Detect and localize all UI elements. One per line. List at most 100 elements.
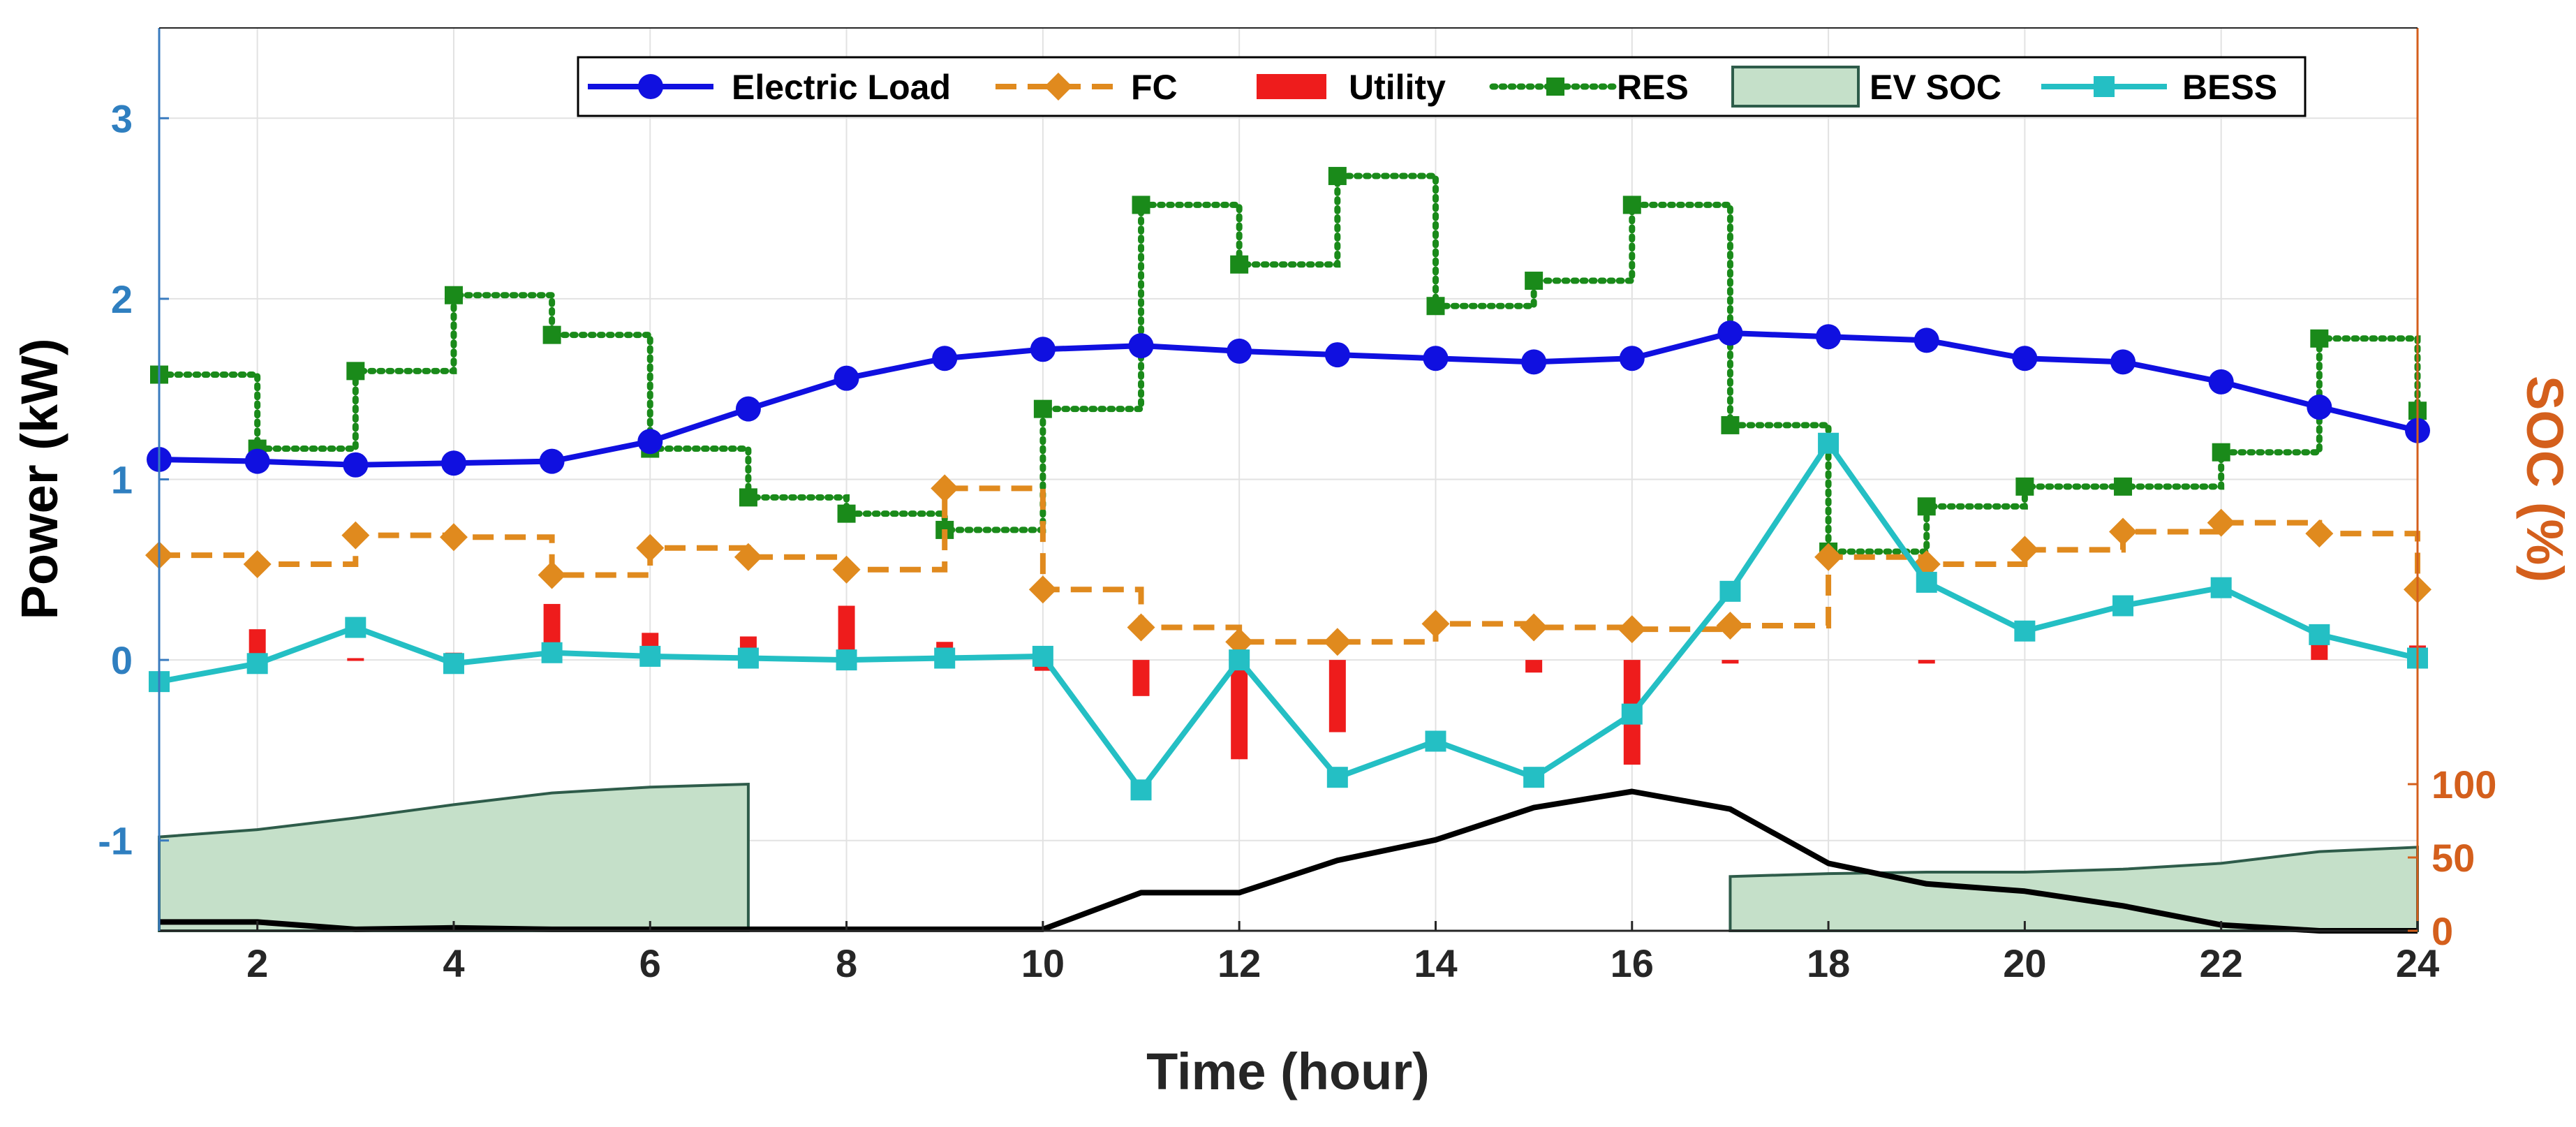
legend-bess-marker bbox=[2094, 76, 2115, 97]
x-tick-label: 20 bbox=[2003, 941, 2046, 985]
x-tick-label: 2 bbox=[246, 941, 268, 985]
bess-marker bbox=[1130, 779, 1152, 801]
fc-marker bbox=[636, 533, 665, 562]
electric-load-marker bbox=[1227, 338, 1252, 364]
bess-marker bbox=[1818, 432, 1840, 454]
soc-axis-label: SOC (%) bbox=[2516, 376, 2574, 582]
bess-marker bbox=[1032, 645, 1053, 667]
fc-marker bbox=[1716, 611, 1745, 640]
bess-marker bbox=[639, 645, 661, 667]
x-tick-label: 22 bbox=[2200, 941, 2243, 985]
fc-marker bbox=[931, 474, 959, 503]
legend-res-marker bbox=[1546, 78, 1564, 96]
bess-marker bbox=[737, 647, 759, 669]
y-axis-label: Power (kW) bbox=[10, 339, 68, 620]
res-marker bbox=[1721, 415, 1740, 434]
legend-electric-load-label: Electric Load bbox=[732, 68, 951, 107]
electric-load-marker bbox=[244, 448, 270, 474]
res-marker bbox=[444, 286, 463, 304]
ev-soc-area-layer bbox=[158, 782, 2419, 932]
legend-fc-label: FC bbox=[1131, 68, 1178, 107]
res-marker bbox=[542, 325, 561, 344]
electric-load-marker bbox=[637, 429, 663, 455]
electric-load-marker bbox=[2208, 369, 2234, 395]
res-marker bbox=[2212, 443, 2230, 462]
res-marker bbox=[1525, 272, 1544, 290]
electric-load-marker bbox=[1914, 327, 1939, 353]
ev-soc-area bbox=[158, 782, 750, 932]
utility-bar bbox=[1918, 660, 1935, 664]
legend: Electric Load FC Utility RES EV SOC BESS bbox=[577, 56, 2307, 117]
x-tick-label: 4 bbox=[443, 941, 464, 985]
legend-utility-marker bbox=[1257, 74, 1326, 99]
y-tick-label: 0 bbox=[111, 638, 133, 682]
x-axis-label: Time (hour) bbox=[1146, 1043, 1430, 1100]
x-tick-label: 10 bbox=[1021, 941, 1065, 985]
bess-marker bbox=[2112, 595, 2134, 617]
electric-load-marker bbox=[735, 396, 761, 422]
bess-line bbox=[158, 440, 2418, 793]
utility-bar bbox=[1328, 660, 1346, 732]
res-marker bbox=[739, 488, 757, 507]
x-tick-label: 8 bbox=[836, 941, 857, 985]
fc-marker bbox=[439, 523, 468, 552]
res-line bbox=[156, 172, 2421, 555]
bess-marker bbox=[2309, 624, 2330, 645]
bess-marker bbox=[541, 642, 563, 663]
utility-bar bbox=[1231, 660, 1248, 760]
legend-utility-label: Utility bbox=[1349, 68, 1446, 107]
bess-marker bbox=[1523, 767, 1545, 788]
utility-bar bbox=[1722, 660, 1739, 664]
utility-bar bbox=[1132, 660, 1150, 696]
res-marker bbox=[2015, 477, 2034, 496]
soc-tick-label: 0 bbox=[2431, 909, 2453, 953]
bess-marker bbox=[934, 647, 956, 669]
utility-bar bbox=[1525, 660, 1543, 673]
bess-marker bbox=[836, 649, 857, 671]
fc-line bbox=[159, 485, 2420, 645]
electric-load-marker bbox=[1030, 337, 1056, 362]
x-tick-label: 6 bbox=[639, 941, 661, 985]
electric-load-marker bbox=[1619, 346, 1645, 371]
res-marker bbox=[1033, 399, 1052, 418]
fc-marker bbox=[1814, 543, 1843, 571]
bess-marker bbox=[1229, 649, 1250, 671]
res-marker bbox=[1230, 255, 1249, 274]
bess-marker bbox=[1425, 730, 1446, 752]
legend-bess-label: BESS bbox=[2182, 68, 2277, 107]
legend-fc-marker bbox=[1044, 73, 1072, 101]
fc-marker bbox=[1127, 613, 1155, 642]
bess-marker bbox=[1719, 580, 1741, 602]
fc-marker bbox=[1225, 628, 1254, 656]
bess-marker bbox=[2014, 620, 2036, 642]
legend-res-label: RES bbox=[1617, 68, 1689, 107]
electric-load-marker bbox=[1521, 349, 1547, 375]
electric-load-marker bbox=[1816, 324, 1842, 350]
electric-load-marker bbox=[2307, 395, 2332, 420]
legend-box bbox=[577, 56, 2307, 117]
electric-load-marker bbox=[441, 450, 466, 476]
fc-marker bbox=[243, 550, 272, 579]
fc-marker bbox=[2305, 520, 2334, 548]
y-tick-label: 1 bbox=[111, 458, 133, 502]
electric-load-marker bbox=[1717, 321, 1743, 346]
x-tick-label: 16 bbox=[1611, 941, 1654, 985]
y-tick-label: 3 bbox=[111, 96, 133, 140]
electric-load-marker bbox=[1324, 342, 1350, 368]
fc-marker bbox=[2011, 536, 2039, 564]
res-marker bbox=[1917, 497, 1936, 516]
electric-load-marker bbox=[932, 346, 958, 371]
x-tick-label: 18 bbox=[1807, 941, 1850, 985]
bess-marker bbox=[1916, 571, 1937, 593]
soc-tick-label: 50 bbox=[2431, 836, 2475, 880]
bess-marker bbox=[1326, 767, 1348, 788]
electric-load-marker bbox=[2110, 349, 2136, 375]
fc-marker bbox=[2207, 508, 2235, 537]
electric-load-marker bbox=[834, 365, 859, 391]
legend-electric-load-marker bbox=[638, 74, 663, 99]
bess-marker bbox=[246, 653, 268, 675]
electric-load-marker bbox=[2012, 346, 2038, 371]
fc-marker bbox=[832, 555, 861, 584]
res-marker bbox=[1426, 297, 1445, 316]
